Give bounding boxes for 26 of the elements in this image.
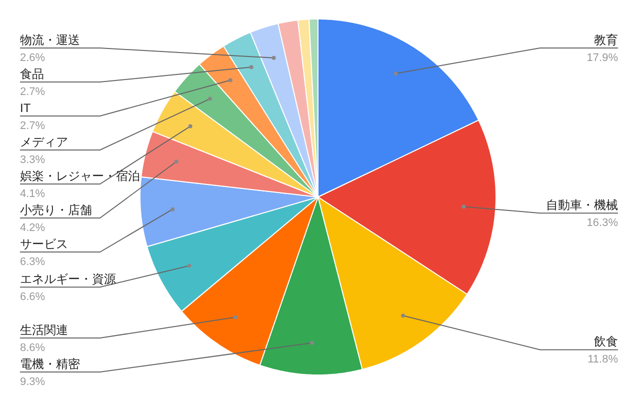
slice-label: 娯楽・レジャー・宿泊 <box>20 169 140 183</box>
slice-label: 電機・精密 <box>20 357 80 371</box>
slice-label: メディア <box>20 135 68 149</box>
slice-label: 物流・運送 <box>20 33 80 47</box>
slice-label: サービス <box>20 237 68 251</box>
data-label: 11.8% <box>588 354 618 366</box>
data-label: 4.1% <box>20 188 46 200</box>
data-label: 2.7% <box>20 120 46 132</box>
data-label: 4.2% <box>20 222 46 234</box>
slice-label: IT <box>20 101 32 115</box>
slice-label: エネルギー・資源 <box>20 272 116 286</box>
data-label: 8.6% <box>20 342 46 354</box>
data-label: 3.3% <box>20 154 46 166</box>
data-label: 6.6% <box>20 291 46 304</box>
slice-label: 生活関連 <box>20 323 68 337</box>
slice-label: 小売り・店舗 <box>20 203 92 217</box>
slice-label: 食品 <box>20 67 44 81</box>
data-label: 9.3% <box>20 376 46 388</box>
data-label: 2.7% <box>20 86 46 98</box>
slice-label: 自動車・機械 <box>546 198 618 212</box>
data-label: 17.9% <box>586 52 618 64</box>
data-label: 6.3% <box>20 256 46 268</box>
slice-label: 飲食 <box>594 334 618 349</box>
slice-label: 教育 <box>594 33 618 47</box>
data-label: 2.6% <box>20 52 46 64</box>
data-label: 16.3% <box>586 217 618 230</box>
